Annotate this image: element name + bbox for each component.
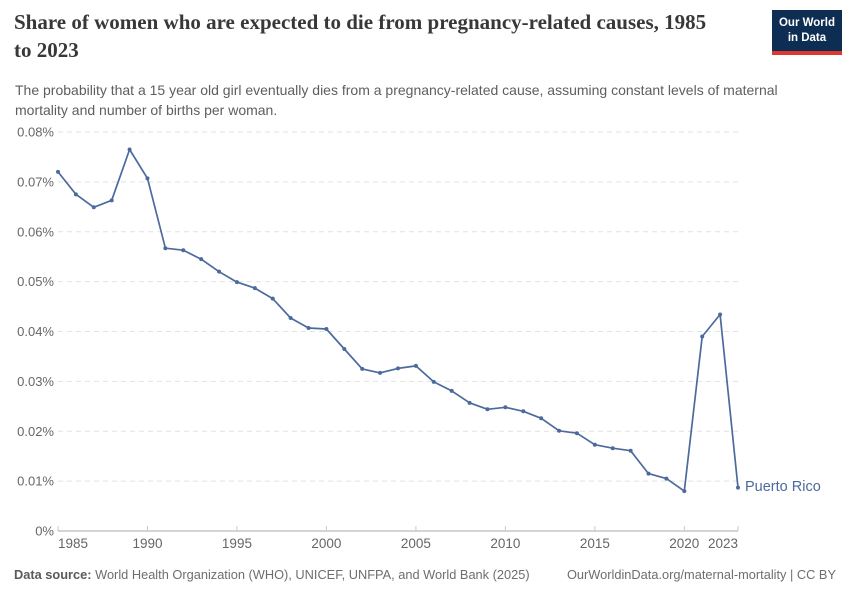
x-tick-labels: 1985 1990 1995 2000 2005 2010 2015 2020 2023 xyxy=(58,536,738,551)
data-source-note: Data source: World Health Organization (… xyxy=(14,567,530,582)
data-line xyxy=(57,148,739,492)
svg-text:2010: 2010 xyxy=(490,536,520,551)
owid-logo-line2: in Data xyxy=(787,31,827,44)
svg-text:2023: 2023 xyxy=(708,536,738,551)
svg-text:0.08%: 0.08% xyxy=(17,125,54,140)
svg-text:2000: 2000 xyxy=(311,536,341,551)
svg-text:1985: 1985 xyxy=(58,536,88,551)
svg-text:0.07%: 0.07% xyxy=(17,174,54,189)
chart-title: Share of women who are expected to die f… xyxy=(14,10,707,62)
svg-text:1995: 1995 xyxy=(222,536,252,551)
chart-footer: Data source: World Health Organization (… xyxy=(14,567,836,582)
chart-subtitle: The probability that a 15 year old girl … xyxy=(15,82,778,118)
svg-text:1990: 1990 xyxy=(132,536,162,551)
svg-text:2005: 2005 xyxy=(401,536,431,551)
svg-text:0.06%: 0.06% xyxy=(17,224,54,239)
svg-text:0.02%: 0.02% xyxy=(17,424,54,439)
owid-logo-line1: Our World xyxy=(778,17,835,29)
svg-text:0%: 0% xyxy=(35,524,54,539)
svg-text:2015: 2015 xyxy=(580,536,610,551)
footer-link[interactable]: OurWorldinData.org/maternal-mortality | … xyxy=(566,567,836,582)
x-axis xyxy=(57,526,739,532)
y-axis-labels: 0% 0.01% 0.02% 0.03% 0.04% 0.05% 0.06% 0.07% 0.0… xyxy=(17,125,54,539)
svg-text:0.01%: 0.01% xyxy=(17,474,54,489)
data-source-label: Data source: xyxy=(14,567,92,582)
svg-text:0.03%: 0.03% xyxy=(17,374,54,389)
data-points xyxy=(56,147,740,494)
svg-text:0.04%: 0.04% xyxy=(17,324,54,339)
series-label-puerto-rico: Puerto Rico xyxy=(745,478,821,495)
svg-text:0.05%: 0.05% xyxy=(17,274,54,289)
owid-logo: Our World in Data xyxy=(771,10,842,55)
data-source-text: World Health Organization (WHO), UNICEF,… xyxy=(95,567,530,582)
svg-text:2020: 2020 xyxy=(669,536,699,551)
y-gridlines xyxy=(58,131,738,482)
